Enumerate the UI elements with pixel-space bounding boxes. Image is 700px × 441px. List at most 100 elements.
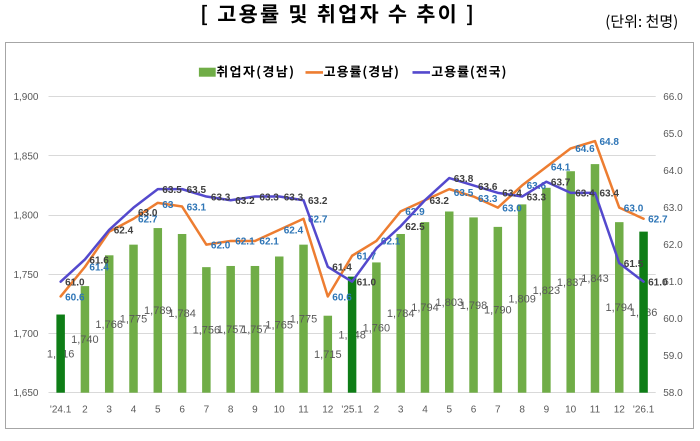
svg-text:62.1: 62.1 xyxy=(259,237,279,248)
svg-text:64.1: 64.1 xyxy=(551,163,571,174)
svg-text:62.9: 62.9 xyxy=(405,207,425,218)
svg-text:1,798: 1,798 xyxy=(460,300,488,312)
svg-text:1,790: 1,790 xyxy=(484,305,512,317)
svg-text:63.6: 63.6 xyxy=(478,182,498,193)
svg-text:1,794: 1,794 xyxy=(411,302,439,314)
svg-text:7: 7 xyxy=(495,405,501,416)
svg-text:6: 6 xyxy=(179,405,185,416)
svg-text:63.3: 63.3 xyxy=(211,192,231,203)
svg-text:1,784: 1,784 xyxy=(387,308,415,320)
svg-text:1,775: 1,775 xyxy=(290,314,318,326)
svg-text:11: 11 xyxy=(298,405,309,416)
svg-text:60.6: 60.6 xyxy=(65,292,85,303)
svg-text:61.0: 61.0 xyxy=(65,278,85,289)
svg-text:61.7: 61.7 xyxy=(357,252,377,263)
svg-text:61.4: 61.4 xyxy=(89,263,109,274)
svg-text:7: 7 xyxy=(204,405,210,416)
svg-text:10: 10 xyxy=(274,405,286,416)
svg-text:63.3: 63.3 xyxy=(259,192,279,203)
svg-text:9: 9 xyxy=(544,405,550,416)
svg-text:1,850: 1,850 xyxy=(13,151,38,162)
svg-text:59.0: 59.0 xyxy=(663,351,683,362)
svg-text:63.0: 63.0 xyxy=(502,203,522,214)
svg-text:1,803: 1,803 xyxy=(436,297,464,309)
svg-text:66.0: 66.0 xyxy=(663,92,683,103)
svg-text:63.5: 63.5 xyxy=(187,185,207,196)
svg-text:1,809: 1,809 xyxy=(508,293,536,305)
svg-text:60.0: 60.0 xyxy=(663,314,683,325)
svg-text:1,900: 1,900 xyxy=(13,92,38,103)
svg-text:10: 10 xyxy=(565,405,577,416)
svg-text:63.7: 63.7 xyxy=(551,178,571,189)
svg-text:1,823: 1,823 xyxy=(533,285,561,297)
svg-text:61.4: 61.4 xyxy=(332,263,352,274)
svg-text:61.0: 61.0 xyxy=(648,278,668,289)
svg-text:62.0: 62.0 xyxy=(211,240,231,251)
svg-text:1,784: 1,784 xyxy=(168,308,196,320)
svg-text:63.4: 63.4 xyxy=(575,189,595,200)
svg-text:63.0: 63.0 xyxy=(663,203,683,214)
svg-text:63.2: 63.2 xyxy=(430,196,450,207)
svg-text:63.3: 63.3 xyxy=(284,192,304,203)
svg-text:3: 3 xyxy=(398,405,404,416)
svg-text:1,715: 1,715 xyxy=(314,349,342,361)
svg-text:62.5: 62.5 xyxy=(405,222,425,233)
svg-text:8: 8 xyxy=(519,405,525,416)
svg-text:1,757: 1,757 xyxy=(241,324,269,336)
svg-text:1,750: 1,750 xyxy=(13,270,38,281)
svg-text:'26.1: '26.1 xyxy=(633,405,655,416)
svg-text:61.5: 61.5 xyxy=(624,259,644,270)
svg-text:63.2: 63.2 xyxy=(235,196,255,207)
svg-text:64.8: 64.8 xyxy=(600,137,620,148)
svg-text:1,843: 1,843 xyxy=(581,273,609,285)
svg-text:63.5: 63.5 xyxy=(454,188,474,199)
svg-text:62.1: 62.1 xyxy=(235,237,255,248)
svg-text:62.0: 62.0 xyxy=(663,240,683,251)
svg-text:8: 8 xyxy=(228,405,234,416)
svg-text:65.0: 65.0 xyxy=(663,129,683,140)
svg-text:60.6: 60.6 xyxy=(332,292,352,303)
svg-text:1,650: 1,650 xyxy=(13,388,38,399)
svg-text:1,789: 1,789 xyxy=(144,305,172,317)
svg-text:63.2: 63.2 xyxy=(308,196,328,207)
svg-text:64.0: 64.0 xyxy=(663,166,683,177)
svg-text:5: 5 xyxy=(155,405,161,416)
svg-text:63.3: 63.3 xyxy=(527,192,547,203)
svg-text:62.4: 62.4 xyxy=(114,226,134,237)
svg-text:1,700: 1,700 xyxy=(13,329,38,340)
svg-text:58.0: 58.0 xyxy=(663,388,683,399)
svg-text:63.3: 63.3 xyxy=(478,194,498,205)
svg-text:62.7: 62.7 xyxy=(308,215,328,226)
svg-text:61.0: 61.0 xyxy=(357,278,377,289)
svg-text:62.7: 62.7 xyxy=(138,215,158,226)
svg-text:6: 6 xyxy=(471,405,477,416)
svg-text:61.0: 61.0 xyxy=(663,277,683,288)
svg-text:1,760: 1,760 xyxy=(363,322,391,334)
svg-text:2: 2 xyxy=(82,405,88,416)
svg-text:9: 9 xyxy=(252,405,258,416)
svg-text:63.4: 63.4 xyxy=(600,189,620,200)
svg-text:'25.1: '25.1 xyxy=(341,405,363,416)
svg-text:3: 3 xyxy=(106,405,112,416)
svg-text:63.1: 63.1 xyxy=(187,202,207,213)
svg-text:62.1: 62.1 xyxy=(381,237,401,248)
svg-text:62.4: 62.4 xyxy=(284,226,304,237)
svg-text:12: 12 xyxy=(322,405,334,416)
svg-text:2: 2 xyxy=(374,405,380,416)
svg-text:63.5: 63.5 xyxy=(162,185,182,196)
svg-text:63: 63 xyxy=(162,200,174,211)
svg-text:1,757: 1,757 xyxy=(217,324,245,336)
svg-text:1,766: 1,766 xyxy=(95,319,123,331)
svg-text:4: 4 xyxy=(422,405,428,416)
svg-text:1,740: 1,740 xyxy=(71,334,99,346)
svg-text:64.6: 64.6 xyxy=(575,144,595,155)
svg-text:11: 11 xyxy=(590,405,601,416)
svg-text:61.6: 61.6 xyxy=(89,255,109,266)
svg-text:62.7: 62.7 xyxy=(648,215,668,226)
svg-text:1,756: 1,756 xyxy=(193,325,221,337)
svg-text:1,765: 1,765 xyxy=(265,319,293,331)
svg-text:12: 12 xyxy=(614,405,626,416)
svg-text:1,794: 1,794 xyxy=(606,302,634,314)
svg-text:'24.1: '24.1 xyxy=(50,405,72,416)
svg-text:1,837: 1,837 xyxy=(557,277,585,289)
